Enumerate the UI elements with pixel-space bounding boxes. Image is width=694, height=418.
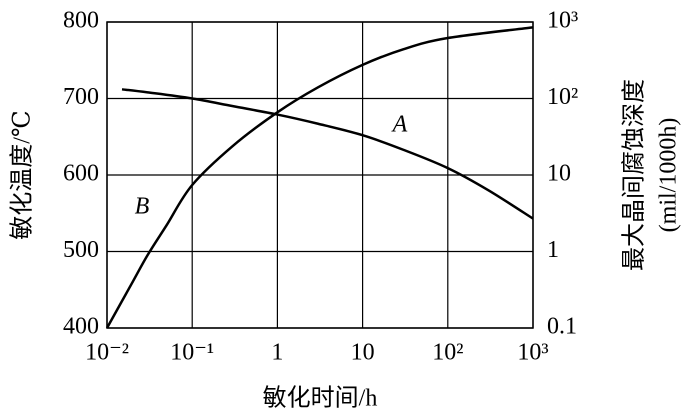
x-axis-label: 敏化时间/h [263,385,378,412]
y2-tick-label: 1 [547,237,559,263]
y2-tick-label: 10³ [547,8,578,34]
y-tick-label: 800 [63,8,99,34]
line [105,26,534,329]
y-tick-label: 400 [63,314,99,340]
x-tick-label: 1 [271,340,283,366]
y2-tick-label: 10² [547,84,578,110]
series-label: B [135,194,150,220]
y2-tick-label: 10 [547,161,571,187]
x-tick-label: 10⁻² [85,340,129,366]
x-tick-label: 10 [351,340,375,366]
series-label: A [391,112,408,138]
y-tick-label: 700 [63,84,99,110]
line [121,88,534,220]
x-tick-label: 10⁻¹ [170,340,214,366]
y2-axis-label: (mil/1000h) [656,118,682,233]
y-tick-label: 500 [63,237,99,263]
x-tick-label: 10³ [517,340,548,366]
y-tick-label: 600 [63,161,99,187]
y2-axis-label: 最大晶间腐蚀深度 [621,79,648,271]
y2-tick-label: 0.1 [547,314,577,340]
y-axis-label: 敏化温度/℃ [9,110,36,240]
x-tick-label: 10² [432,340,463,366]
